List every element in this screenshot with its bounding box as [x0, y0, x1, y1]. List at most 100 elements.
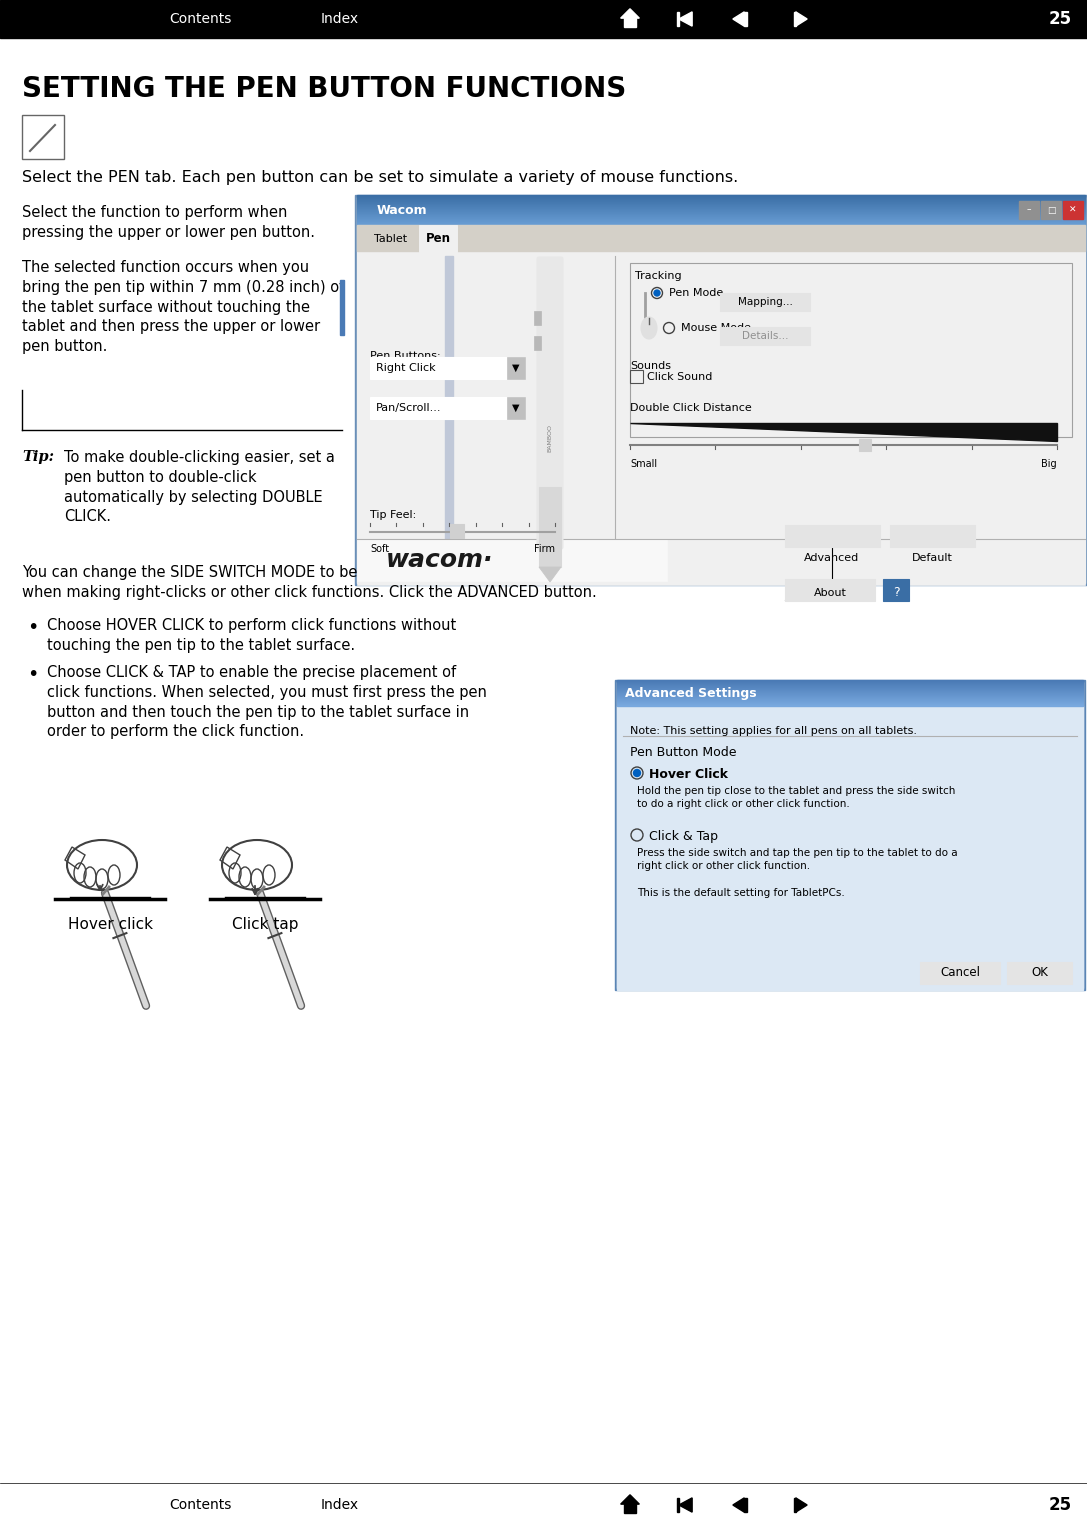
- Text: Advanced Settings: Advanced Settings: [625, 687, 757, 699]
- Text: Pen Mode: Pen Mode: [669, 289, 723, 298]
- Text: Select the PEN tab. Each pen button can be set to simulate a variety of mouse fu: Select the PEN tab. Each pen button can …: [22, 169, 738, 185]
- Polygon shape: [539, 567, 561, 582]
- Text: Tracking: Tracking: [635, 270, 682, 281]
- Bar: [617, 705, 1083, 989]
- Bar: [445, 257, 453, 580]
- Text: Choose CLICK & TAP to enable the precise placement of
click functions. When sele: Choose CLICK & TAP to enable the precise…: [47, 664, 487, 739]
- Polygon shape: [621, 9, 639, 18]
- Text: Pen Buttons:: Pen Buttons:: [370, 351, 440, 360]
- Text: Cancel: Cancel: [940, 967, 980, 979]
- Bar: [1063, 202, 1083, 218]
- Bar: [1041, 202, 1061, 218]
- Bar: [355, 195, 1087, 585]
- Text: To make double-clicking easier, set a
pen button to double-click
automatically b: To make double-clicking easier, set a pe…: [64, 450, 335, 524]
- Text: Double Click Distance: Double Click Distance: [630, 403, 752, 412]
- Text: Advanced: Advanced: [804, 553, 860, 563]
- Text: Click tap: Click tap: [232, 918, 298, 931]
- Text: Click & Tap: Click & Tap: [649, 831, 719, 843]
- Text: Hover Click: Hover Click: [649, 768, 728, 780]
- Text: Index: Index: [321, 12, 359, 26]
- Bar: [720, 293, 810, 312]
- Bar: [365, 224, 417, 249]
- Bar: [1019, 202, 1039, 218]
- Polygon shape: [624, 18, 637, 26]
- Bar: [340, 279, 343, 334]
- Text: The selected function occurs when you
bring the pen tip within 7 mm (0.28 inch) : The selected function occurs when you br…: [22, 260, 345, 354]
- Polygon shape: [630, 423, 1057, 441]
- Bar: [617, 683, 1083, 988]
- Polygon shape: [679, 1498, 692, 1512]
- Text: Firm: Firm: [534, 544, 555, 554]
- Bar: [534, 312, 541, 325]
- Bar: [0, 1483, 1087, 1527]
- Bar: [883, 579, 909, 602]
- Text: Soft: Soft: [370, 544, 389, 554]
- Text: BAMBOO: BAMBOO: [548, 425, 552, 452]
- Text: Pan/Scroll...: Pan/Scroll...: [376, 403, 441, 412]
- Circle shape: [634, 770, 640, 777]
- Text: Right Click: Right Click: [376, 363, 436, 373]
- Text: Hold the pen tip close to the tablet and press the side switch
to do a right cli: Hold the pen tip close to the tablet and…: [637, 786, 955, 809]
- Bar: [418, 224, 457, 253]
- Text: Tip Feel:: Tip Feel:: [370, 510, 416, 521]
- Bar: [785, 579, 875, 602]
- Bar: [615, 680, 1085, 989]
- Text: SETTING THE PEN BUTTON FUNCTIONS: SETTING THE PEN BUTTON FUNCTIONS: [22, 75, 626, 102]
- Text: 25: 25: [1049, 1496, 1072, 1513]
- Text: •: •: [27, 664, 38, 684]
- Bar: [0, 0, 1087, 38]
- Text: wacom·: wacom·: [386, 548, 493, 573]
- Text: Big: Big: [1041, 460, 1057, 469]
- Polygon shape: [621, 1495, 639, 1504]
- Bar: [859, 438, 871, 450]
- Polygon shape: [796, 12, 808, 26]
- Text: About: About: [813, 588, 847, 599]
- Text: Pen: Pen: [425, 232, 450, 246]
- Bar: [785, 525, 880, 547]
- Bar: [534, 336, 541, 350]
- Text: ?: ?: [892, 586, 899, 600]
- Text: ▼: ▼: [512, 363, 520, 373]
- Text: Note: This setting applies for all pens on all tablets.: Note: This setting applies for all pens …: [630, 725, 917, 736]
- Text: Contents: Contents: [168, 12, 232, 26]
- Bar: [920, 962, 1000, 983]
- Text: 25: 25: [1049, 11, 1072, 27]
- Text: Choose HOVER CLICK to perform click functions without
touching the pen tip to th: Choose HOVER CLICK to perform click func…: [47, 618, 457, 654]
- Bar: [507, 357, 525, 379]
- Text: Index: Index: [321, 1498, 359, 1512]
- Text: Hover click: Hover click: [67, 918, 152, 931]
- Text: □: □: [1047, 206, 1055, 214]
- Text: Details...: Details...: [741, 331, 788, 341]
- Text: Mouse Mode: Mouse Mode: [680, 324, 751, 333]
- Bar: [890, 525, 975, 547]
- Text: This is the default setting for TabletPCs.: This is the default setting for TabletPC…: [637, 889, 845, 898]
- Bar: [630, 263, 1072, 437]
- Bar: [1007, 962, 1072, 983]
- Bar: [745, 12, 747, 26]
- Polygon shape: [679, 12, 692, 26]
- Text: ▼: ▼: [512, 403, 520, 412]
- Bar: [357, 250, 1085, 585]
- Polygon shape: [733, 1498, 745, 1512]
- Text: •: •: [27, 618, 38, 637]
- Bar: [676, 12, 679, 26]
- Bar: [357, 224, 1085, 250]
- Text: Small: Small: [630, 460, 658, 469]
- Polygon shape: [624, 1504, 637, 1513]
- Circle shape: [654, 290, 660, 296]
- Bar: [720, 327, 810, 345]
- Bar: [539, 487, 561, 567]
- Text: OK: OK: [1032, 967, 1049, 979]
- Bar: [357, 539, 667, 580]
- Text: Mapping...: Mapping...: [738, 296, 792, 307]
- Text: Pen Button Mode: Pen Button Mode: [630, 747, 737, 759]
- Text: Contents: Contents: [168, 1498, 232, 1512]
- Text: Tip:: Tip:: [22, 450, 54, 464]
- Polygon shape: [733, 12, 745, 26]
- Text: Tablet: Tablet: [374, 234, 408, 244]
- Text: –: –: [1027, 206, 1032, 214]
- Text: Default: Default: [912, 553, 952, 563]
- Text: Sounds: Sounds: [630, 360, 671, 371]
- Bar: [357, 197, 1085, 583]
- Text: Press the side switch and tap the pen tip to the tablet to do a
right click or o: Press the side switch and tap the pen ti…: [637, 847, 958, 872]
